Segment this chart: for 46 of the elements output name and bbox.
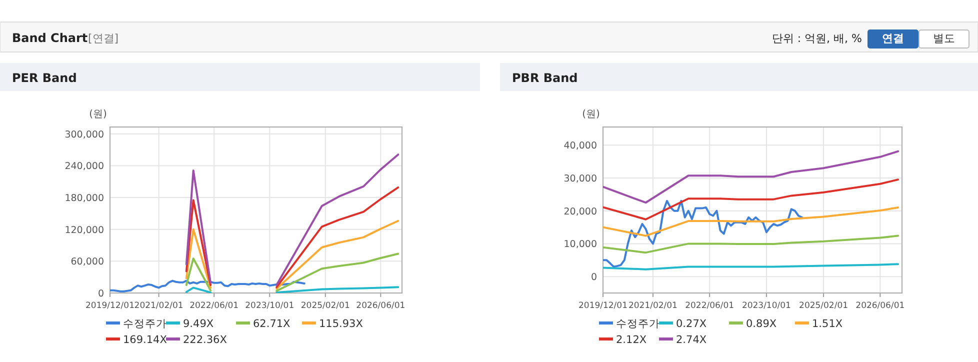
y-tick-label: 300,000 — [64, 129, 104, 140]
legend-label: 수정주가 — [616, 318, 660, 330]
x-tick-label: 2021/02/01 — [134, 301, 184, 311]
x-tick-label: 2019/12/01 — [578, 301, 628, 311]
y-tick-label: 30,000 — [564, 173, 597, 184]
y-tick-label: 0 — [590, 272, 597, 284]
x-tick-label: 2023/10/01 — [742, 301, 791, 311]
y-tick-label: 40,000 — [564, 140, 597, 152]
line-series — [603, 178, 900, 220]
x-tick-label: 2023/10/01 — [245, 301, 294, 311]
legend-label: 0.89X — [746, 318, 777, 330]
line-series — [603, 206, 900, 237]
y-tick-label: 180,000 — [64, 193, 104, 204]
x-tick-label: 2025/02/01 — [799, 301, 848, 311]
y-tick-label: 60,000 — [70, 256, 104, 268]
y-tick-label: 10,000 — [564, 239, 597, 250]
x-tick-label: 2022/06/01 — [190, 301, 239, 311]
legend-label: 115.93X — [319, 318, 363, 330]
legend-label: 0.27X — [676, 318, 707, 330]
y-tick-label: 0 — [98, 288, 104, 300]
legend-label: 2.12X — [616, 334, 647, 346]
legend-label: 수정주가 — [123, 318, 167, 330]
chart-title: PER Band — [12, 71, 77, 85]
legend-label: 169.14X — [123, 334, 167, 346]
line-series — [603, 200, 804, 268]
legend-label: 222.36X — [183, 334, 227, 346]
x-tick-label: 2025/02/01 — [300, 301, 350, 311]
line-series — [603, 234, 900, 254]
y-axis-title: (원) — [582, 109, 600, 120]
x-tick-label: 2021/02/01 — [628, 301, 678, 311]
x-tick-label: 2019/12/01 — [86, 301, 134, 311]
line-series — [110, 280, 306, 292]
y-tick-label: 120,000 — [64, 224, 104, 236]
y-axis-title: (원) — [89, 109, 107, 120]
x-tick-label: 2026/06/01 — [356, 301, 406, 311]
chart-title: PBR Band — [512, 71, 578, 85]
header: Band Chart[연결] 단위 : 억원, 배, % 연결 별도 — [0, 22, 978, 52]
x-tick-label: 2022/06/01 — [685, 301, 734, 311]
x-tick-label: 2026/06/01 — [856, 301, 905, 311]
legend-label: 2.74X — [676, 334, 707, 346]
legend-label: 1.51X — [812, 318, 843, 330]
y-tick-label: 20,000 — [564, 206, 597, 218]
y-tick-label: 240,000 — [64, 161, 104, 172]
legend-label: 9.49X — [183, 318, 214, 330]
legend-label: 62.71X — [253, 318, 290, 330]
line-series — [603, 150, 900, 204]
